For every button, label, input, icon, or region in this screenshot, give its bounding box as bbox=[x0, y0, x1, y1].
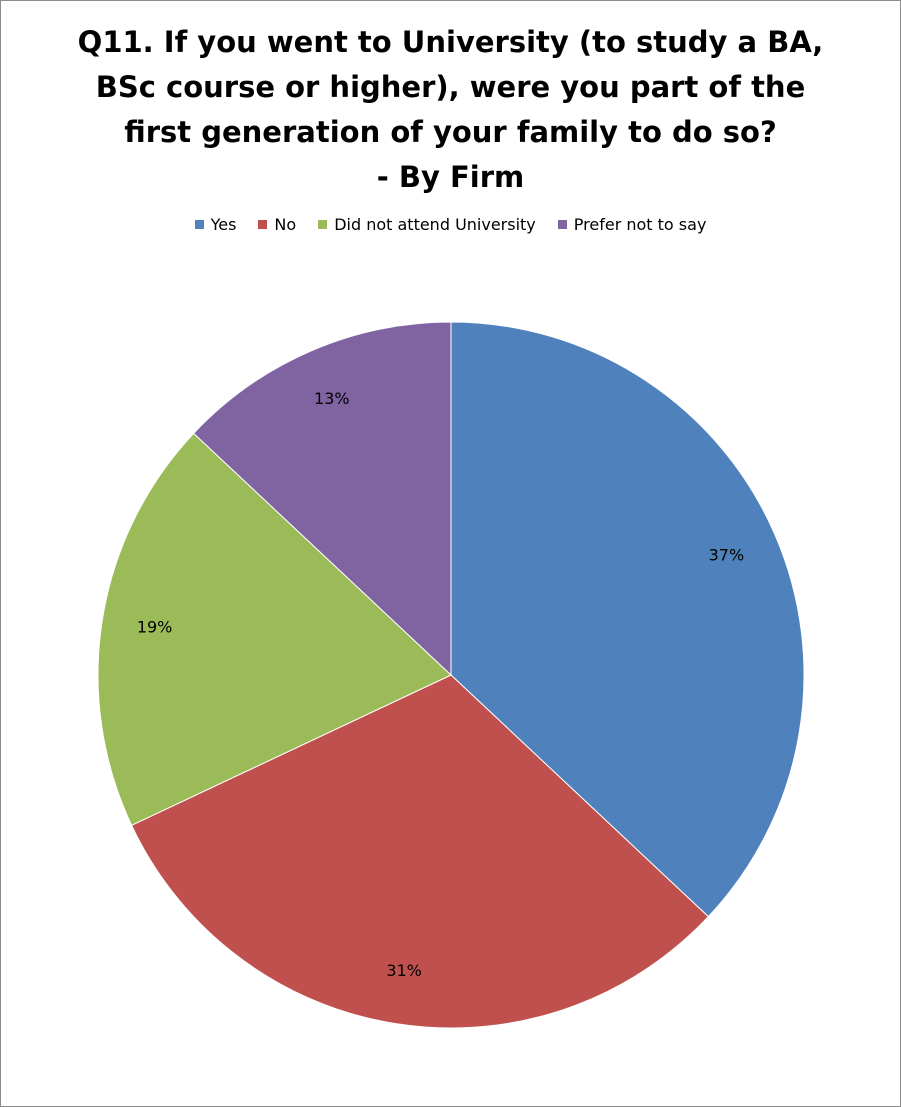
chart-title-line-3: first generation of your family to do so… bbox=[124, 115, 777, 149]
legend-swatch-did-not-attend bbox=[318, 220, 328, 229]
data-label-prefer-not-to-say: 13% bbox=[314, 389, 350, 408]
data-label-did-not-attend: 19% bbox=[137, 618, 173, 637]
legend-item-prefer-not-to-say: Prefer not to say bbox=[557, 215, 707, 234]
legend-label-no: No bbox=[274, 215, 297, 234]
legend-item-no: No bbox=[258, 215, 296, 234]
pie-slice-no bbox=[130, 674, 710, 1029]
legend-item-yes: Yes bbox=[194, 215, 237, 234]
legend-swatch-yes bbox=[194, 220, 204, 229]
legend-item-did-not-attend: Did not attend University bbox=[318, 215, 536, 234]
pie-slice-did-not-attend bbox=[97, 432, 452, 826]
legend-label-yes: Yes bbox=[210, 215, 237, 234]
legend-label-prefer-not-to-say: Prefer not to say bbox=[573, 215, 707, 234]
data-label-no: 31% bbox=[386, 961, 422, 980]
legend: Yes No Did not attend University Prefer … bbox=[0, 215, 901, 234]
legend-swatch-no bbox=[258, 220, 268, 229]
data-label-yes: 37% bbox=[709, 545, 745, 564]
chart-title-line-4: - By Firm bbox=[376, 160, 525, 194]
legend-label-did-not-attend: Did not attend University bbox=[334, 215, 536, 234]
chart-title-line-2: BSc course or higher), were you part of … bbox=[95, 70, 806, 104]
chart-title: Q11. If you went to University (to study… bbox=[40, 20, 861, 200]
chart-title-line-1: Q11. If you went to University (to study… bbox=[77, 25, 824, 59]
pie-slice-yes bbox=[450, 321, 805, 918]
legend-swatch-prefer-not-to-say bbox=[557, 220, 567, 229]
pie-slice-prefer-not-to-say bbox=[192, 321, 452, 677]
